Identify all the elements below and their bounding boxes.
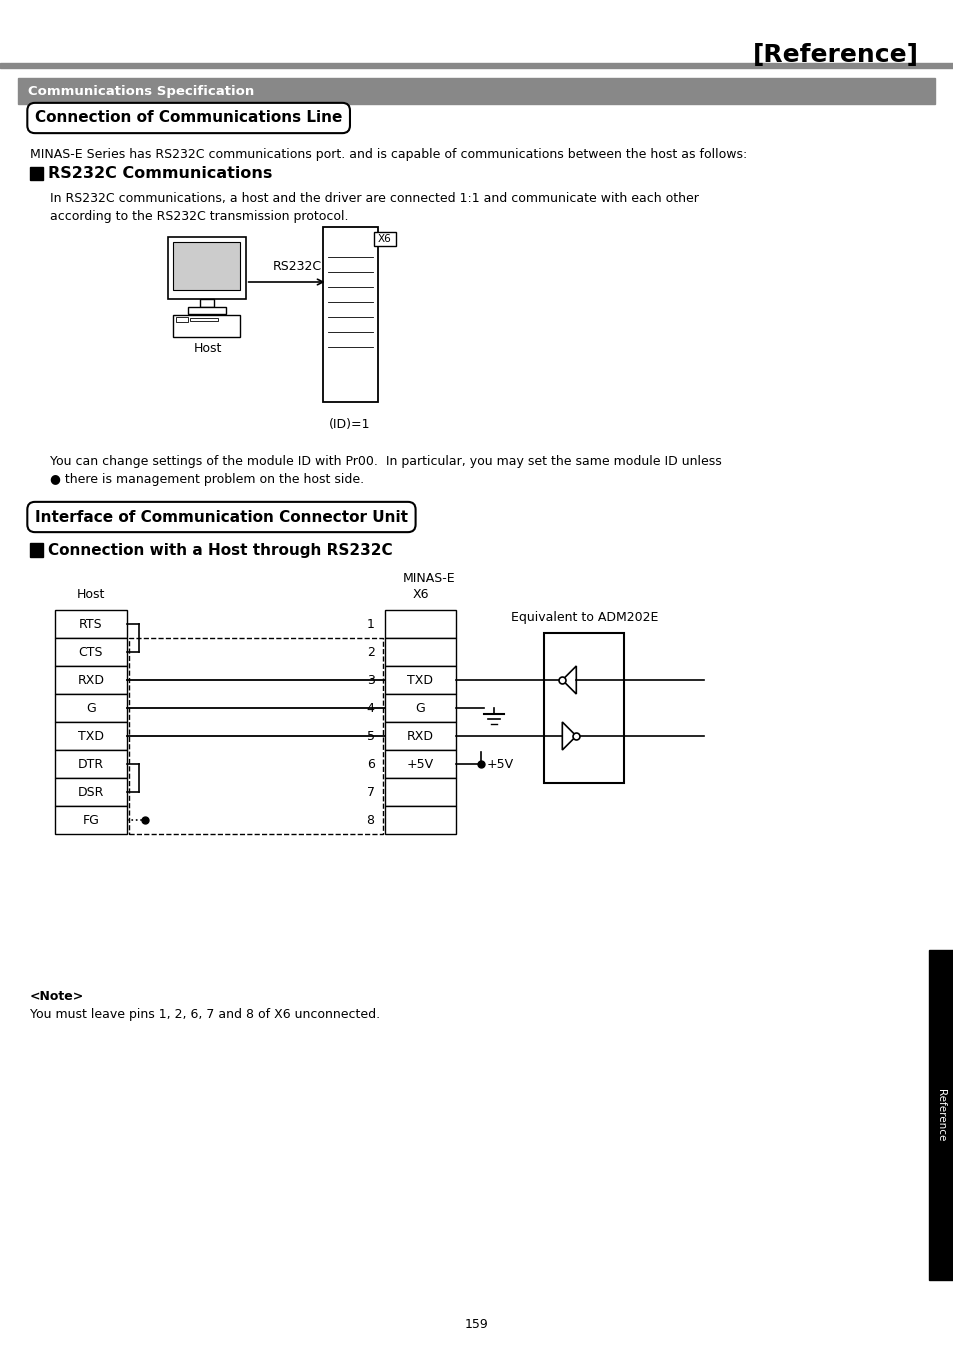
Bar bbox=[55, 721, 127, 750]
Bar bbox=[129, 638, 382, 834]
Text: FG: FG bbox=[82, 813, 99, 827]
Bar bbox=[544, 634, 623, 784]
Bar bbox=[18, 78, 934, 104]
Bar bbox=[384, 721, 456, 750]
Bar bbox=[384, 638, 456, 666]
Text: Communications Specification: Communications Specification bbox=[28, 85, 253, 97]
Text: TXD: TXD bbox=[407, 674, 433, 686]
Text: X6: X6 bbox=[377, 234, 391, 245]
Text: Equivalent to ADM202E: Equivalent to ADM202E bbox=[510, 611, 658, 624]
Text: 8: 8 bbox=[366, 813, 375, 827]
Text: (ID)=1: (ID)=1 bbox=[329, 417, 371, 431]
Text: DSR: DSR bbox=[77, 785, 104, 798]
Bar bbox=[172, 315, 239, 336]
Bar bbox=[175, 317, 188, 322]
Bar bbox=[188, 307, 226, 313]
Bar bbox=[190, 317, 217, 322]
Bar bbox=[55, 750, 127, 778]
Text: 1: 1 bbox=[366, 617, 375, 631]
Text: RXD: RXD bbox=[77, 674, 104, 686]
Bar bbox=[384, 778, 456, 807]
Bar bbox=[168, 236, 246, 299]
Bar bbox=[384, 807, 456, 834]
Bar bbox=[384, 666, 456, 694]
Text: G: G bbox=[86, 701, 95, 715]
Text: Host: Host bbox=[76, 588, 105, 600]
Bar bbox=[384, 611, 456, 638]
Text: TXD: TXD bbox=[78, 730, 104, 743]
Bar bbox=[172, 242, 239, 290]
Text: Interface of Communication Connector Unit: Interface of Communication Connector Uni… bbox=[35, 509, 408, 524]
Text: Connection of Communications Line: Connection of Communications Line bbox=[35, 111, 342, 126]
Text: 6: 6 bbox=[366, 758, 375, 770]
Bar bbox=[55, 807, 127, 834]
Text: You must leave pins 1, 2, 6, 7 and 8 of X6 unconnected.: You must leave pins 1, 2, 6, 7 and 8 of … bbox=[30, 1008, 379, 1021]
Text: <Note>: <Note> bbox=[30, 990, 84, 1002]
Bar bbox=[55, 694, 127, 721]
Text: CTS: CTS bbox=[78, 646, 103, 658]
Bar bbox=[0, 63, 952, 68]
Text: Connection with a Host through RS232C: Connection with a Host through RS232C bbox=[48, 543, 392, 558]
Bar bbox=[199, 299, 213, 307]
Text: 2: 2 bbox=[366, 646, 375, 658]
Text: RTS: RTS bbox=[79, 617, 103, 631]
Text: MINAS-E Series has RS232C communications port. and is capable of communications : MINAS-E Series has RS232C communications… bbox=[30, 149, 746, 161]
Text: G: G bbox=[416, 701, 425, 715]
Text: DTR: DTR bbox=[78, 758, 104, 770]
Text: +5V: +5V bbox=[486, 758, 513, 770]
Text: RS232C Communications: RS232C Communications bbox=[48, 166, 272, 181]
Text: In RS232C communications, a host and the driver are connected 1:1 and communicat: In RS232C communications, a host and the… bbox=[50, 192, 699, 205]
Text: 5: 5 bbox=[366, 730, 375, 743]
Bar bbox=[55, 638, 127, 666]
Bar bbox=[55, 778, 127, 807]
Text: MINAS-E: MINAS-E bbox=[403, 571, 456, 585]
Text: Reference: Reference bbox=[935, 1089, 944, 1142]
Bar bbox=[30, 168, 43, 180]
Polygon shape bbox=[561, 666, 576, 694]
Bar bbox=[30, 543, 43, 557]
Bar bbox=[384, 694, 456, 721]
Text: 4: 4 bbox=[366, 701, 375, 715]
Text: [Reference]: [Reference] bbox=[752, 43, 918, 68]
Text: RS232C: RS232C bbox=[273, 261, 321, 273]
Text: 7: 7 bbox=[366, 785, 375, 798]
Text: X6: X6 bbox=[412, 588, 428, 600]
Bar bbox=[928, 950, 952, 1279]
Text: You can change settings of the module ID with Pr00.  In particular, you may set : You can change settings of the module ID… bbox=[50, 455, 720, 467]
Text: according to the RS232C transmission protocol.: according to the RS232C transmission pro… bbox=[50, 209, 348, 223]
Bar bbox=[322, 227, 377, 403]
Bar bbox=[55, 611, 127, 638]
Bar bbox=[374, 232, 395, 246]
Text: 3: 3 bbox=[366, 674, 375, 686]
Polygon shape bbox=[561, 721, 576, 750]
Bar bbox=[55, 666, 127, 694]
Bar bbox=[384, 750, 456, 778]
Text: 159: 159 bbox=[464, 1319, 488, 1332]
Text: Host: Host bbox=[193, 342, 222, 355]
Text: +5V: +5V bbox=[407, 758, 434, 770]
Text: ● there is management problem on the host side.: ● there is management problem on the hos… bbox=[50, 473, 364, 486]
Text: RXD: RXD bbox=[407, 730, 434, 743]
